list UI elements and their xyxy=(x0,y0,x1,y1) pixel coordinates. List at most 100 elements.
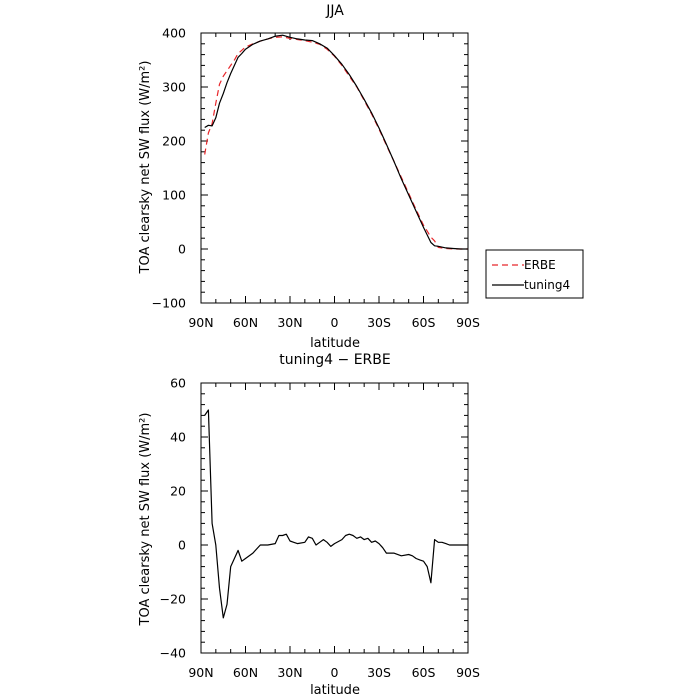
top-chart-data-point xyxy=(415,211,416,212)
top-chart-data-point xyxy=(289,37,290,38)
top-chart-data-point xyxy=(408,194,409,195)
top-chart-data-point xyxy=(326,48,327,49)
bottom-chart-data-point xyxy=(415,558,416,559)
top-chart-data-point xyxy=(319,43,320,44)
bottom-chart-data-point xyxy=(412,555,413,556)
bottom-chart-data-point xyxy=(304,542,305,543)
top-chart-data-point xyxy=(434,245,435,246)
top-chart-data-point xyxy=(282,36,283,37)
top-chart-data-point xyxy=(430,237,431,238)
bottom-chart-data-point xyxy=(215,544,216,545)
bottom-chart-title: tuning4 − ERBE xyxy=(279,352,390,368)
top-chart-data-point xyxy=(237,57,238,58)
bottom-chart-frame xyxy=(200,382,469,654)
top-chart-data-point xyxy=(356,86,357,87)
bottom-chart-data-point xyxy=(330,546,331,547)
bottom-chart-data-point xyxy=(278,535,279,536)
top-chart-y-tick-label: 100 xyxy=(162,188,186,203)
bottom-chart-data-point xyxy=(234,558,235,559)
bottom-chart-y-tick-label: 0 xyxy=(178,538,186,553)
top-chart-data-point xyxy=(453,248,454,249)
top-chart-data-point xyxy=(275,36,276,37)
bottom-chart-data-point xyxy=(323,539,324,540)
bottom-chart-data-point xyxy=(237,550,238,551)
top-chart-data-point xyxy=(208,132,209,133)
bottom-chart-data-point xyxy=(393,553,394,554)
bottom-chart-data-point xyxy=(427,566,428,567)
bottom-chart-data-point xyxy=(419,559,420,560)
top-chart-x-tick-label: 90S xyxy=(456,315,480,330)
top-chart-data-point xyxy=(241,50,242,51)
legend: ERBE tuning4 xyxy=(485,249,584,299)
bottom-chart-y-tick-label: 60 xyxy=(170,376,186,391)
bottom-chart-data-point xyxy=(460,544,461,545)
bottom-chart-data-point xyxy=(252,553,253,554)
top-chart-data-point xyxy=(226,82,227,83)
bottom-chart-data-point xyxy=(326,542,327,543)
bottom-chart-data-point xyxy=(356,538,357,539)
bottom-chart-data-point xyxy=(308,536,309,537)
top-chart-data-point xyxy=(234,59,235,60)
top-chart-data-point xyxy=(386,144,387,145)
bottom-chart-x-tick-label: 60S xyxy=(412,665,436,680)
top-chart-data-point xyxy=(312,42,313,43)
bottom-chart-data-point xyxy=(226,604,227,605)
bottom-chart-y-tick-label: −40 xyxy=(160,646,186,661)
bottom-chart-x-axis-label: latitude xyxy=(310,683,360,698)
bottom-chart-data-point xyxy=(467,544,468,545)
top-chart-data-point xyxy=(430,242,431,243)
bottom-chart-data-point xyxy=(438,542,439,543)
bottom-chart-x-tick-label: 30N xyxy=(277,665,302,680)
bottom-chart-y-tick-label: 40 xyxy=(170,430,186,445)
top-chart-data-point xyxy=(212,125,213,126)
bottom-chart-data-point xyxy=(408,554,409,555)
bottom-chart-data-point xyxy=(282,535,283,536)
legend-label: ERBE xyxy=(524,258,556,272)
top-chart-x-tick-label: 30N xyxy=(277,315,302,330)
bottom-chart-data-point xyxy=(312,538,313,539)
bottom-chart-data-point xyxy=(315,544,316,545)
top-chart-y-tick-label: 400 xyxy=(162,26,186,41)
bottom-chart-data-point xyxy=(289,540,290,541)
top-chart-data-point xyxy=(237,53,238,54)
top-chart-data-point xyxy=(215,117,216,118)
legend-label: tuning4 xyxy=(524,278,570,292)
top-chart-data-point xyxy=(204,127,205,128)
top-chart-series-erbe xyxy=(204,36,468,250)
top-chart-data-point xyxy=(467,248,468,249)
top-chart-data-point xyxy=(460,248,461,249)
top-chart-x-tick-label: 60S xyxy=(412,315,436,330)
top-chart-data-point xyxy=(245,49,246,50)
top-chart-data-point xyxy=(260,41,261,42)
top-chart-data-point xyxy=(341,64,342,65)
top-chart-x-tick-label: 60N xyxy=(233,315,258,330)
bottom-chart-data-point xyxy=(241,561,242,562)
bottom-chart-x-tick-label: 90S xyxy=(456,665,480,680)
bottom-chart-data-point xyxy=(378,543,379,544)
bottom-chart-y-tick-label: −20 xyxy=(160,592,186,607)
bottom-chart-data-point xyxy=(434,539,435,540)
bottom-chart-y-axis-label: TOA clearsky net SW flux (W/m²) xyxy=(138,413,153,627)
bottom-chart-data-point xyxy=(401,555,402,556)
top-chart-y-tick-label: 300 xyxy=(162,80,186,95)
bottom-chart-data-point xyxy=(219,588,220,589)
bottom-chart-data-point xyxy=(367,538,368,539)
bottom-chart-data-point xyxy=(319,542,320,543)
top-chart-data-point xyxy=(438,246,439,247)
top-chart: JJA TOA clearsky net SW flux (W/m²) lati… xyxy=(138,3,584,351)
bottom-chart-data-point xyxy=(441,542,442,543)
bottom-chart-data-point xyxy=(386,553,387,554)
bottom-chart-x-tick-label: 60N xyxy=(233,665,258,680)
bottom-chart-data-point xyxy=(208,409,209,410)
top-chart-x-tick-label: 90N xyxy=(188,315,213,330)
top-chart-data-point xyxy=(334,55,335,56)
top-chart-frame xyxy=(200,32,469,304)
top-chart-data-point xyxy=(245,46,246,47)
bottom-chart-data-point xyxy=(360,536,361,537)
bottom-chart-data-point xyxy=(345,535,346,536)
top-chart-data-point xyxy=(230,65,231,66)
bottom-chart-data-point xyxy=(245,558,246,559)
top-chart-data-point xyxy=(282,35,283,36)
bottom-chart-x-tick-label: 0 xyxy=(331,665,339,680)
top-chart-data-point xyxy=(393,160,394,161)
